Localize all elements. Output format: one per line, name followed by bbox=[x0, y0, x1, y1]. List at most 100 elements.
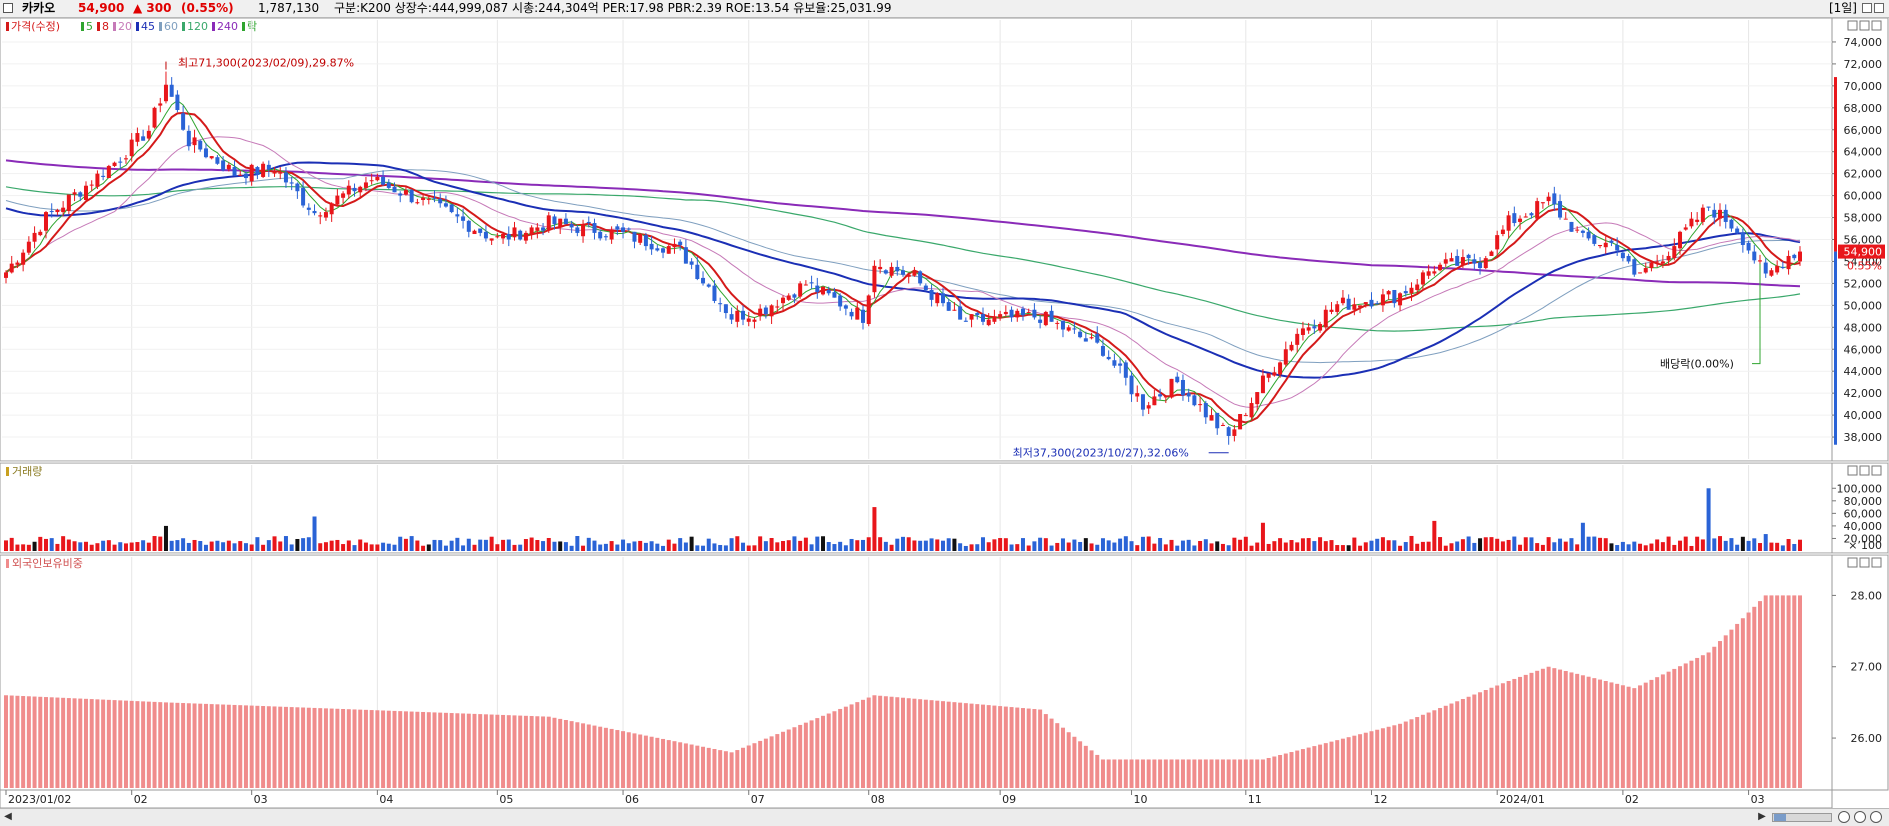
candle-body bbox=[106, 165, 111, 179]
foreign-bar bbox=[43, 697, 48, 788]
candle-body bbox=[975, 313, 980, 316]
foreign-bar bbox=[1009, 707, 1014, 788]
zoom-reset-icon[interactable] bbox=[1870, 811, 1882, 823]
volume-bar bbox=[689, 536, 694, 551]
foreign-panel-axis bbox=[1831, 554, 1889, 791]
zoom-out-icon[interactable] bbox=[1854, 811, 1866, 823]
volume-bar bbox=[952, 538, 957, 551]
candle-body bbox=[386, 182, 391, 188]
candle-body bbox=[1649, 262, 1654, 269]
candle-body bbox=[1260, 375, 1265, 394]
foreign-bar bbox=[632, 733, 637, 788]
candle-body bbox=[83, 185, 88, 200]
foreign-bar bbox=[1420, 714, 1425, 788]
zoom-in-icon[interactable] bbox=[1838, 811, 1850, 823]
candle-body bbox=[169, 84, 174, 97]
candle-body bbox=[1420, 272, 1425, 285]
volume-bar bbox=[1683, 536, 1688, 551]
foreign-bar bbox=[403, 711, 408, 788]
candle-body bbox=[912, 271, 917, 276]
volume-bar bbox=[38, 536, 43, 551]
volume-bar bbox=[1135, 545, 1140, 551]
foreign-bar bbox=[1678, 666, 1683, 788]
volume-bar bbox=[1592, 536, 1597, 551]
candle-body bbox=[1626, 255, 1631, 262]
volume-bar bbox=[781, 541, 786, 551]
foreign-bar bbox=[1569, 672, 1574, 788]
volume-bar bbox=[1180, 540, 1185, 551]
foreign-bar bbox=[1655, 677, 1660, 788]
volume-bar bbox=[655, 543, 660, 551]
volume-bar bbox=[1260, 522, 1265, 551]
volume-bar bbox=[1335, 545, 1340, 551]
volume-bar bbox=[1232, 537, 1237, 551]
foreign-bar bbox=[1615, 683, 1620, 788]
y-tick-label: 70,000 bbox=[1844, 80, 1883, 93]
candle-body bbox=[701, 277, 706, 284]
scroll-right-arrow-icon[interactable]: ▶ bbox=[1758, 811, 1766, 822]
foreign-bar bbox=[1352, 735, 1357, 788]
volume-bar bbox=[758, 536, 763, 551]
foreign-bar bbox=[1318, 744, 1323, 788]
candle-body bbox=[352, 187, 357, 192]
foreign-bar bbox=[826, 713, 831, 788]
candle-body bbox=[226, 164, 231, 170]
header-checkbox[interactable] bbox=[3, 3, 13, 13]
legend-swatch bbox=[159, 22, 162, 31]
scroll-left-arrow-icon[interactable]: ◀ bbox=[4, 811, 12, 822]
minimize-icon[interactable] bbox=[1862, 3, 1872, 13]
candle-body bbox=[152, 107, 157, 128]
volume-bar bbox=[763, 541, 768, 551]
volume-bar bbox=[1078, 541, 1083, 551]
stock-name[interactable]: 카카오 bbox=[22, 1, 56, 15]
volume-bar bbox=[798, 540, 803, 551]
foreign-bar bbox=[95, 699, 100, 788]
horizontal-scrollbar[interactable]: ◀ ▶ bbox=[0, 808, 1889, 826]
volume-bar bbox=[1060, 538, 1065, 551]
panel-close-icon bbox=[1871, 20, 1882, 31]
candle-body bbox=[1712, 209, 1717, 218]
stock-header: 카카오 54,900 ▲ 300 (0.55%) 1,787,130 구분:K2… bbox=[0, 0, 1889, 18]
foreign-bar bbox=[1403, 721, 1408, 788]
candle-body bbox=[621, 227, 626, 232]
foreign-y-label: 26.00 bbox=[1851, 732, 1883, 745]
foreign-bar bbox=[295, 707, 300, 788]
volume-bar bbox=[1346, 545, 1351, 551]
legend-swatch bbox=[212, 22, 215, 31]
foreign-bar bbox=[1049, 718, 1054, 788]
foreign-bar bbox=[129, 700, 134, 788]
volume-bar bbox=[1266, 543, 1271, 551]
candle-body bbox=[341, 193, 346, 198]
volume-bar bbox=[1483, 537, 1488, 551]
candle-body bbox=[1478, 262, 1483, 269]
scroll-thumb[interactable] bbox=[1774, 814, 1786, 821]
volume-y-label: 80,000 bbox=[1844, 495, 1883, 508]
foreign-bar bbox=[495, 714, 500, 788]
volume-bar bbox=[95, 543, 100, 551]
foreign-bar bbox=[1763, 595, 1768, 788]
candle-body bbox=[1278, 362, 1283, 375]
candle-body bbox=[9, 263, 14, 273]
candle-body bbox=[335, 195, 340, 205]
volume-bar bbox=[1375, 538, 1380, 551]
period-selector[interactable]: [1일] bbox=[1828, 1, 1857, 15]
candle-body bbox=[855, 307, 860, 320]
foreign-bar bbox=[1523, 674, 1528, 788]
volume-bar bbox=[1643, 545, 1648, 551]
volume-bar bbox=[1278, 538, 1283, 551]
y-tick-label: 46,000 bbox=[1844, 343, 1883, 356]
candle-body bbox=[1643, 268, 1648, 273]
legend-item: 240 bbox=[217, 20, 238, 33]
foreign-bar bbox=[1712, 646, 1717, 788]
candle-body bbox=[672, 243, 677, 248]
foreign-bar bbox=[666, 740, 671, 788]
candle-body bbox=[781, 297, 786, 304]
candle-body bbox=[403, 190, 408, 195]
volume-bar bbox=[1438, 537, 1443, 551]
volume-bar bbox=[1718, 536, 1723, 551]
scroll-track[interactable] bbox=[1772, 813, 1832, 822]
maximize-icon[interactable] bbox=[1874, 3, 1884, 13]
volume-bar bbox=[695, 545, 700, 551]
volume-bar bbox=[363, 542, 368, 551]
volume-bar bbox=[1038, 537, 1043, 551]
